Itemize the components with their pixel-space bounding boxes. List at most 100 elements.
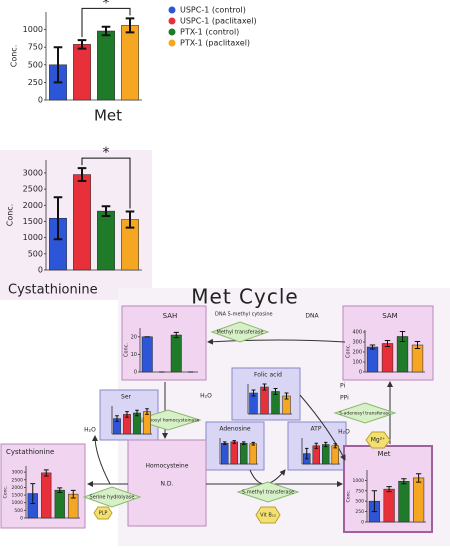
node-label: Homocysteine: [146, 463, 189, 470]
label: DNA 5-methyl cytosine: [215, 312, 273, 318]
y-tick-label: 100: [352, 360, 362, 366]
y-tick-label: 500: [28, 60, 43, 69]
error-bar: [371, 490, 378, 513]
y-tick-label: 2000: [12, 485, 24, 491]
enzyme: [333, 402, 397, 424]
bar: [249, 443, 257, 465]
enzyme: [236, 481, 300, 503]
diagram-title: Met Cycle: [191, 285, 298, 309]
y-tick-label: 3000: [23, 168, 43, 177]
error-bar: [314, 442, 318, 449]
error-bar: [57, 487, 63, 493]
error-bar: [53, 46, 63, 84]
chart-title: Ser: [121, 394, 132, 401]
label: PLP: [99, 511, 108, 517]
error-bar: [384, 340, 391, 347]
bar: [383, 488, 395, 523]
legend-label: USPC-1 (control): [180, 6, 246, 15]
error-bar: [77, 39, 87, 50]
y-tick-label: 0: [20, 516, 23, 522]
y-tick-label: 0: [38, 266, 43, 275]
y-tick-label: 250: [28, 78, 43, 87]
y-tick-label: 400: [352, 330, 362, 336]
y-tick-label: 1500: [12, 493, 24, 499]
enzyme-label: S-adenosyl transferase: [339, 411, 391, 417]
node-value: N.D.: [161, 481, 174, 488]
bar: [260, 386, 269, 415]
y-tick-label: 300: [352, 340, 362, 346]
y-tick-label: 0: [134, 370, 137, 376]
y-tick-label: 250: [355, 509, 364, 515]
y-tick-label: 0: [361, 520, 364, 526]
y-axis-label: Conc.: [124, 343, 130, 357]
y-tick-label: 1000: [23, 25, 43, 34]
significance-bracket: [81, 7, 131, 38]
error-bar: [77, 167, 87, 183]
error-bar: [232, 440, 236, 444]
legend-swatch: [168, 6, 176, 14]
y-tick-label: 2500: [23, 185, 43, 194]
bar: [322, 444, 330, 465]
y-tick-label: 0: [38, 96, 43, 105]
y-tick-label: 2000: [23, 201, 43, 210]
bar: [381, 343, 394, 373]
error-bar: [115, 415, 119, 422]
y-tick-label: 0: [359, 370, 362, 376]
error-bar: [135, 409, 139, 417]
bar: [398, 480, 410, 523]
chart-title: Cystathionine: [8, 283, 98, 298]
bar: [230, 441, 238, 465]
bar: [73, 44, 91, 101]
error-bar: [43, 469, 49, 477]
chart-title: Adenosine: [219, 426, 251, 433]
bar: [41, 472, 52, 519]
error-bar: [30, 483, 36, 504]
y-tick-label: 750: [28, 43, 43, 52]
enzyme: [82, 486, 142, 508]
bar: [97, 30, 115, 101]
bar: [73, 174, 91, 271]
enzyme: [210, 321, 270, 343]
bar: [413, 477, 425, 523]
error-bar: [251, 389, 256, 397]
legend-swatch: [168, 17, 176, 25]
error-bar: [324, 441, 328, 448]
significance-label: *: [103, 145, 110, 161]
bar: [143, 411, 151, 435]
bar: [240, 442, 248, 465]
y-tick-label: 10: [131, 352, 137, 358]
panel: [121, 305, 207, 381]
enzyme-label: Methyl transferase: [217, 330, 264, 336]
y-tick-label: 1000: [12, 500, 24, 506]
y-axis-label: Conc.: [3, 486, 9, 499]
chart-title: SAM: [382, 312, 397, 320]
error-bar: [333, 443, 337, 449]
label: Vit B₁₂: [260, 513, 276, 519]
label: DNA: [305, 313, 319, 320]
y-tick-label: 1000: [23, 233, 43, 242]
error-bar: [242, 441, 246, 445]
y-axis-label: Conc.: [346, 490, 352, 503]
chart-title: Met: [377, 450, 390, 458]
chart-title: ATP: [311, 426, 322, 433]
chart-title: Cystathionine: [6, 448, 54, 456]
error-bar: [305, 447, 309, 460]
legend-swatch: [168, 28, 176, 36]
error-bar: [101, 25, 111, 37]
error-bar: [262, 383, 267, 391]
bar: [121, 25, 139, 101]
error-bar: [53, 196, 63, 241]
arrow: [299, 394, 346, 461]
bar: [221, 442, 229, 465]
y-tick-label: 500: [355, 499, 364, 505]
label: PPi: [340, 395, 349, 402]
legend-label: PTX-1 (control): [180, 28, 239, 37]
error-bar: [125, 17, 135, 34]
error-bar: [401, 478, 407, 485]
enzyme-label: Serine hydrolyase: [90, 495, 135, 501]
cofactor: [255, 506, 281, 524]
enzyme-label: S-adenosyl homocysteinase: [137, 418, 200, 424]
error-bar: [284, 392, 289, 400]
error-bar: [125, 411, 129, 418]
